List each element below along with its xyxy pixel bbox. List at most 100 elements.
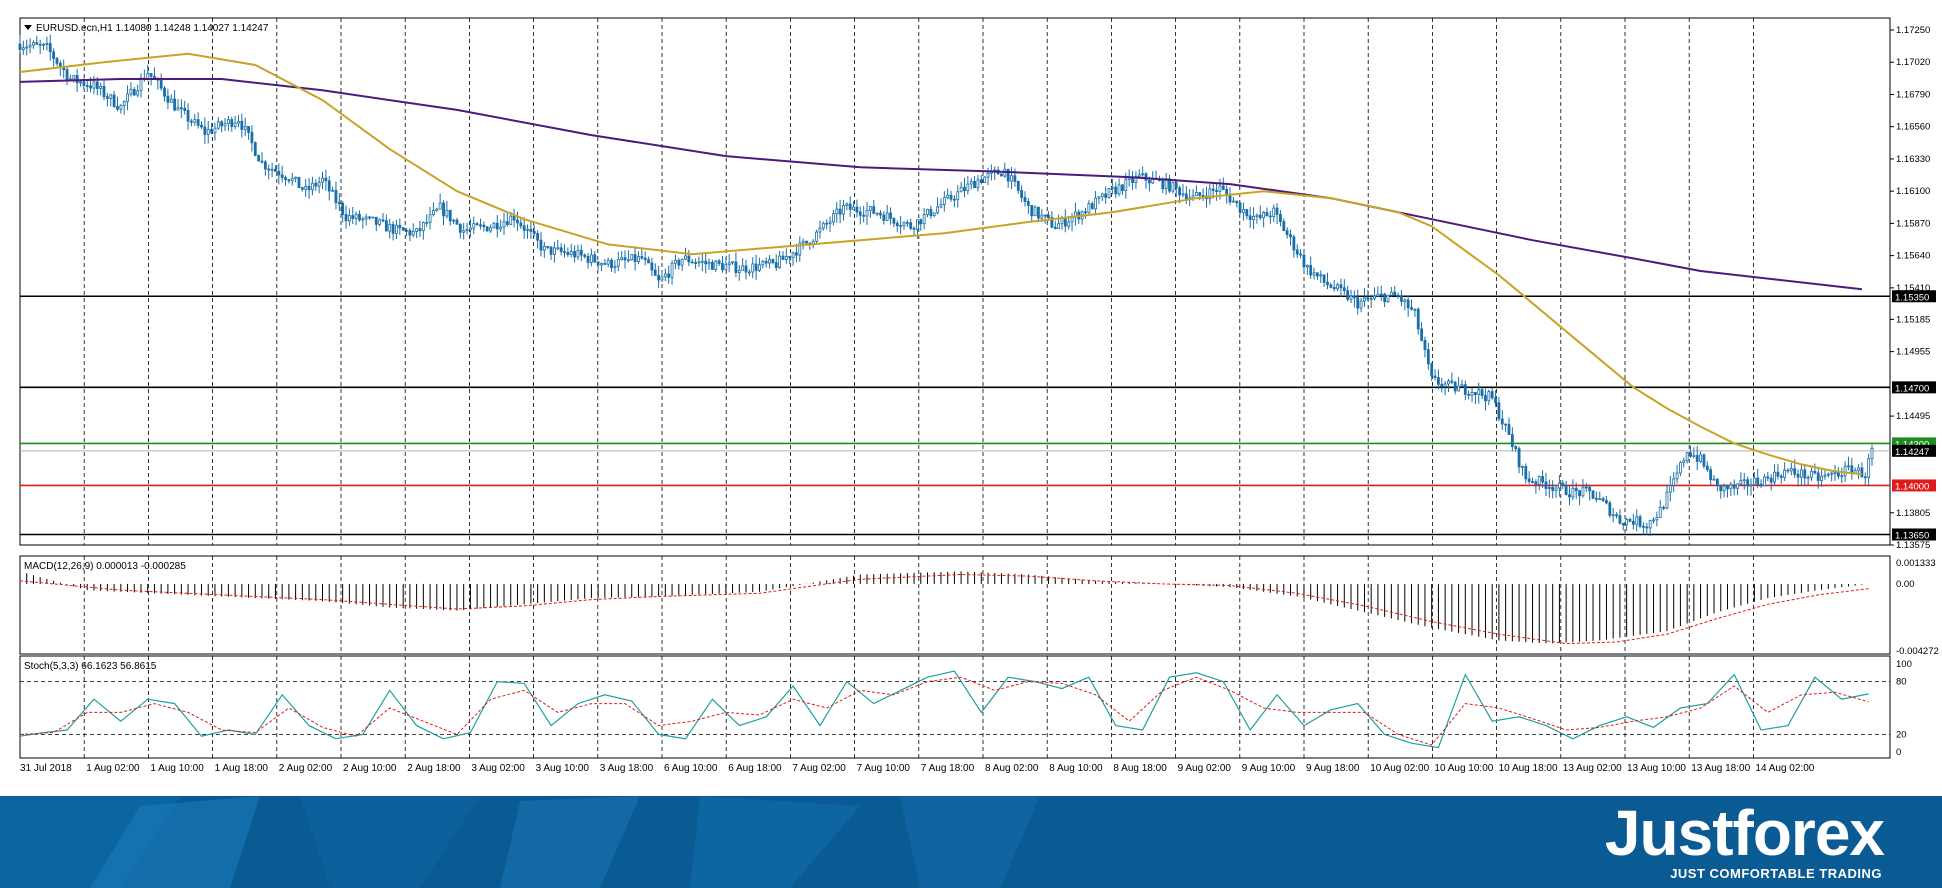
candle-body — [213, 127, 217, 134]
candle-body — [253, 142, 257, 156]
candle-body — [1867, 458, 1871, 478]
time-tick-label: 3 Aug 18:00 — [600, 763, 654, 774]
candle-body — [499, 226, 503, 230]
candle-body — [1268, 215, 1272, 218]
candle-body — [764, 260, 768, 264]
candle-body — [1309, 264, 1313, 276]
candle-body — [122, 101, 126, 106]
candle-body — [472, 223, 476, 229]
candle-body — [1181, 193, 1185, 196]
time-tick-label: 13 Aug 02:00 — [1563, 763, 1622, 774]
candle-body — [408, 230, 412, 236]
candle-body — [831, 213, 835, 223]
candle-body — [613, 265, 617, 269]
candle-body — [1803, 469, 1807, 479]
candle-body — [495, 222, 499, 230]
candle-body — [1689, 452, 1692, 457]
candle-body — [536, 233, 540, 241]
candle-body — [1272, 207, 1276, 217]
candle-body — [1191, 195, 1195, 199]
candle-body — [1527, 478, 1531, 482]
candle-body — [1373, 295, 1376, 299]
candle-body — [976, 179, 980, 189]
candle-body — [1400, 295, 1403, 302]
candle-body — [341, 202, 345, 215]
price-tick-label: 1.16330 — [1896, 154, 1930, 165]
price-tick-label: 1.16560 — [1896, 122, 1930, 133]
candle-body — [1541, 476, 1545, 483]
candle-body — [230, 119, 234, 127]
candle-body — [724, 264, 728, 271]
candle-body — [889, 212, 892, 219]
candle-body — [462, 230, 466, 233]
collapse-triangle-icon[interactable] — [24, 25, 32, 30]
candle-body — [1450, 380, 1454, 383]
candle-body — [727, 262, 731, 266]
candle-body — [203, 126, 207, 135]
candle-body — [761, 260, 765, 266]
candle-body — [65, 69, 69, 80]
price-level-value: 1.15350 — [1895, 292, 1929, 303]
candle-body — [1336, 284, 1339, 290]
candle-body — [405, 229, 408, 232]
candle-body — [119, 105, 123, 110]
price-tick-label: 1.14955 — [1896, 347, 1930, 358]
candle-body — [475, 223, 479, 226]
candle-body — [1295, 249, 1299, 255]
candle-body — [18, 43, 22, 51]
candle-body — [1043, 214, 1047, 217]
candle-body — [1215, 190, 1218, 192]
candle-body — [176, 107, 180, 111]
candle-body — [952, 198, 956, 201]
candle-body — [741, 265, 745, 271]
candle-body — [190, 120, 193, 123]
candle-body — [1010, 175, 1013, 182]
candle-body — [1658, 506, 1662, 518]
candle-body — [263, 161, 267, 170]
candle-body — [92, 81, 96, 89]
time-tick-label: 8 Aug 02:00 — [985, 763, 1039, 774]
candle-body — [946, 194, 950, 199]
candle-body — [1359, 300, 1363, 309]
candle-body — [795, 252, 798, 256]
candle-body — [1087, 203, 1091, 214]
candle-body — [1477, 389, 1481, 395]
time-tick-label: 1 Aug 18:00 — [215, 763, 269, 774]
candle-body — [942, 197, 946, 205]
time-tick-label: 2 Aug 18:00 — [407, 763, 461, 774]
symbol-header: EURUSD.ecn,H1 1.14080 1.14248 1.14027 1.… — [36, 23, 269, 34]
candle-body — [233, 122, 237, 127]
candle-body — [670, 262, 674, 278]
candle-body — [637, 256, 640, 263]
candle-body — [1447, 380, 1450, 385]
candle-body — [623, 257, 627, 261]
candle-body — [798, 242, 802, 256]
candle-body — [485, 226, 489, 232]
candle-body — [815, 231, 819, 242]
candle-body — [364, 216, 368, 220]
candle-body — [347, 215, 351, 222]
candle-body — [1756, 477, 1760, 485]
candle-body — [1174, 182, 1178, 189]
candle-body — [546, 246, 550, 248]
candle-body — [1682, 460, 1686, 463]
candle-body — [519, 222, 523, 227]
candle-body — [1635, 516, 1639, 525]
time-tick-label: 9 Aug 18:00 — [1306, 763, 1360, 774]
candle-body — [479, 224, 482, 227]
candle-body — [418, 228, 422, 232]
candle-body — [768, 259, 771, 264]
candle-body — [1517, 448, 1521, 468]
candle-body — [314, 182, 318, 187]
candle-body — [1558, 482, 1561, 489]
candle-body — [351, 215, 355, 219]
candle-body — [1547, 486, 1551, 489]
candle-body — [210, 129, 213, 134]
time-tick-label: 7 Aug 02:00 — [792, 763, 846, 774]
candle-body — [1544, 481, 1548, 489]
candle-body — [1628, 519, 1632, 522]
candle-body — [1282, 221, 1286, 232]
candle-body — [75, 75, 79, 84]
level-labels: 1.153501.147001.143001.142471.140001.136… — [1892, 290, 1936, 541]
candle-body — [1611, 514, 1615, 517]
